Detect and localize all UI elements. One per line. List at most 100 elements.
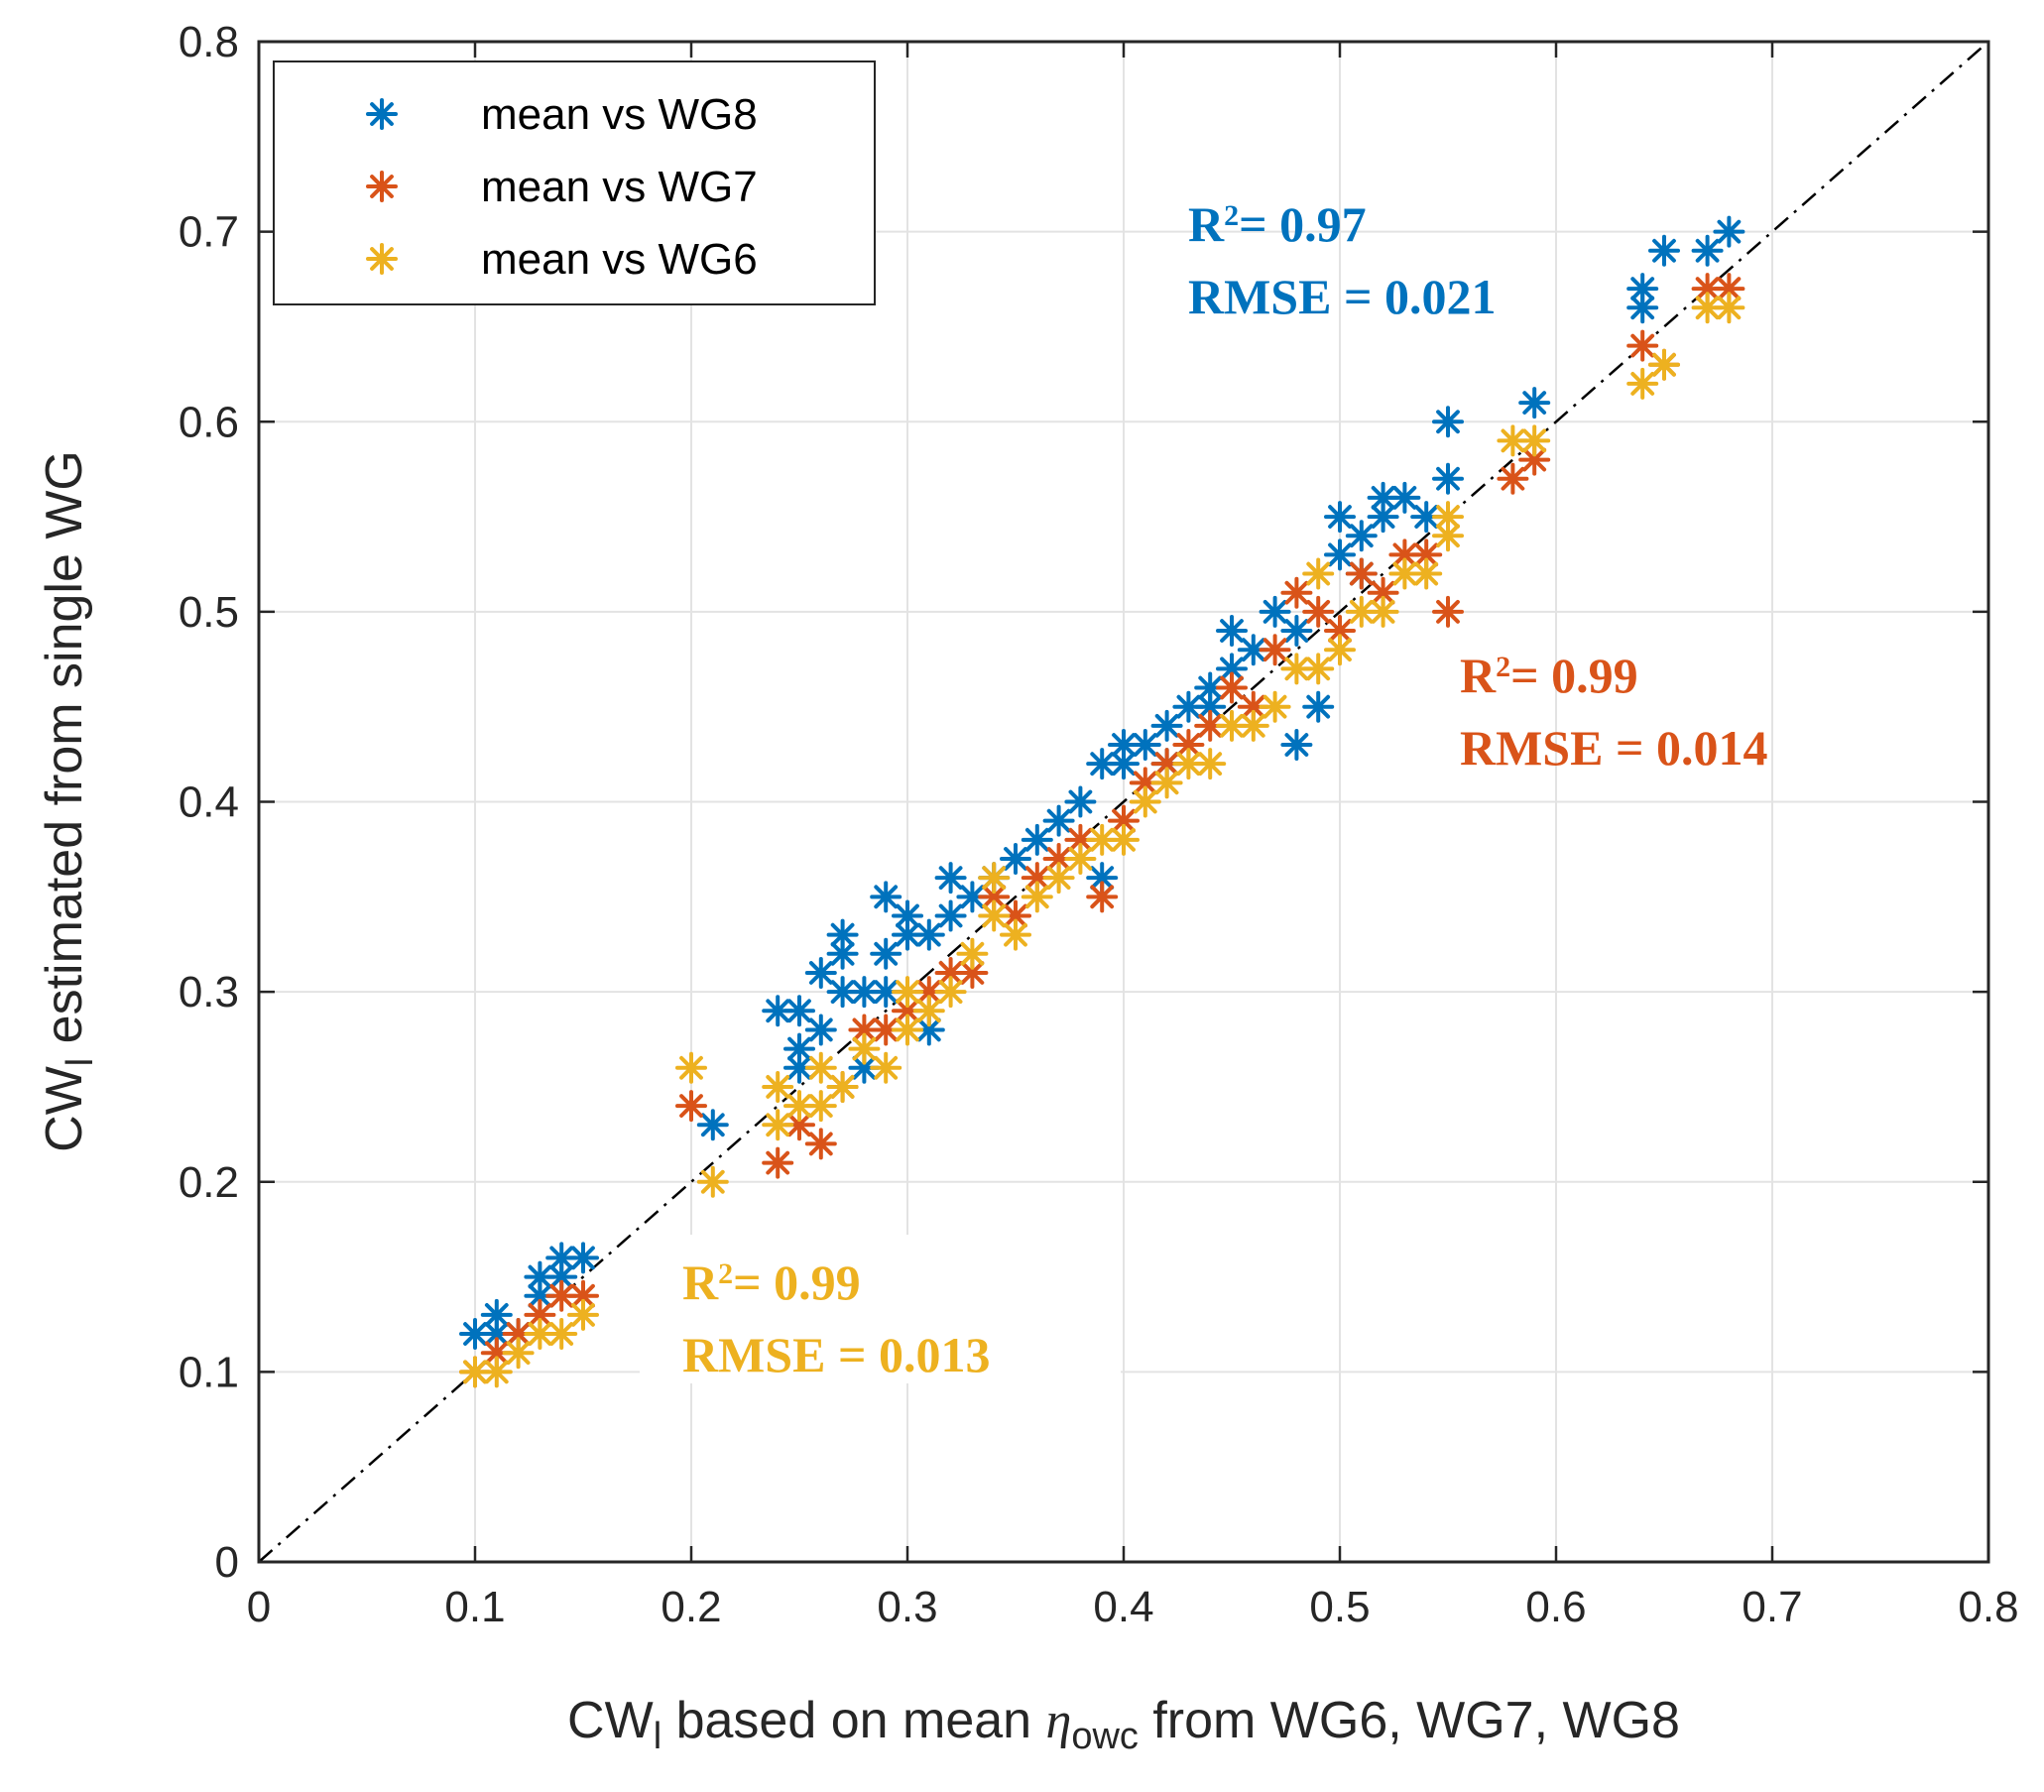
x-axis-label: CWl based on mean ηowc from WG6, WG7, WG…: [567, 1692, 1680, 1757]
data-point-wg6: [567, 1298, 599, 1331]
data-point-wg7: [804, 1128, 837, 1160]
data-point-wg8: [804, 1014, 837, 1046]
data-point-wg7: [567, 1279, 599, 1312]
rmse-wg6: RMSE = 0.013: [682, 1327, 990, 1382]
legend-label-wg6: mean vs WG6: [481, 235, 758, 284]
legend-asterisk-wg7: [366, 171, 398, 202]
data-point-wg7: [1086, 881, 1119, 913]
data-point-wg6: [1064, 842, 1097, 875]
data-point-wg7: [1194, 709, 1227, 742]
data-point-wg8: [1302, 690, 1335, 723]
data-point-wg6: [1000, 918, 1031, 951]
y-tick-label: 0.2: [179, 1158, 239, 1207]
data-point-wg8: [1432, 462, 1464, 495]
data-point-wg8: [783, 995, 815, 1027]
data-point-wg8: [1388, 481, 1421, 514]
data-point-wg8: [1410, 501, 1443, 534]
legend-asterisk-wg6: [366, 243, 398, 275]
data-point-wg6: [696, 1165, 729, 1198]
data-point-wg8: [1345, 520, 1378, 552]
data-point-wg6: [1042, 862, 1075, 895]
data-point-wg7: [1345, 557, 1378, 590]
data-points: [459, 215, 1745, 1388]
data-point-wg8: [1259, 595, 1291, 628]
data-point-wg6: [934, 976, 967, 1009]
r2-wg7: R2= 0.99: [1460, 648, 1638, 703]
data-point-wg6: [1367, 595, 1399, 628]
data-point-wg6: [1172, 748, 1205, 780]
data-point-wg7: [675, 1090, 707, 1123]
data-point-wg8: [934, 862, 967, 895]
data-point-wg6: [1108, 823, 1140, 856]
x-tick-label: 0: [247, 1583, 271, 1631]
data-point-wg6: [524, 1318, 556, 1351]
data-point-wg6: [956, 937, 989, 970]
data-point-wg8: [1280, 615, 1313, 648]
data-point-wg6: [804, 1090, 837, 1123]
data-point-wg6: [1259, 690, 1291, 723]
r2-wg6: R2= 0.99: [682, 1254, 861, 1310]
data-point-wg8: [1648, 234, 1680, 267]
y-axis-label: CWl estimated from single WG: [36, 450, 101, 1152]
data-point-wg8: [1108, 748, 1140, 780]
data-point-wg8: [1626, 292, 1659, 324]
x-tick-label: 0.7: [1742, 1583, 1802, 1631]
data-point-wg8: [1021, 823, 1053, 856]
y-tick-label: 0.6: [179, 398, 239, 446]
data-point-wg8: [956, 881, 989, 913]
data-point-wg6: [762, 1109, 794, 1141]
data-point-wg6: [1518, 424, 1551, 457]
data-point-wg8: [1324, 538, 1356, 571]
legend-box: [273, 60, 876, 305]
data-point-wg7: [1432, 595, 1464, 628]
data-point-wg8: [1691, 234, 1724, 267]
data-point-wg8: [1042, 804, 1075, 837]
data-point-wg8: [1000, 842, 1031, 875]
legend: mean vs WG8 mean vs WG7 mean vs WG6: [273, 60, 876, 305]
data-point-wg6: [545, 1318, 578, 1351]
data-point-wg6: [1150, 767, 1183, 799]
data-point-wg6: [892, 1014, 923, 1046]
data-point-wg6: [1237, 709, 1269, 742]
data-point-wg6: [1410, 557, 1443, 590]
data-point-wg6: [1648, 348, 1680, 381]
data-point-wg8: [826, 937, 859, 970]
data-point-wg8: [1064, 785, 1097, 818]
data-point-wg6: [848, 1032, 881, 1065]
data-point-wg7: [1216, 671, 1248, 704]
legend-marker-wg6: [366, 243, 398, 275]
data-point-wg6: [1302, 557, 1335, 590]
annotation-wg6: R2= 0.99 RMSE = 0.013: [682, 1254, 990, 1382]
y-tick-label: 0.5: [179, 588, 239, 637]
annotation-wg7: R2= 0.99 RMSE = 0.014: [1460, 648, 1767, 776]
legend-asterisk-wg8: [366, 98, 398, 130]
x-tick-label: 0.4: [1093, 1583, 1153, 1631]
data-point-wg6: [762, 1070, 794, 1103]
y-tick-label: 0: [215, 1538, 239, 1587]
data-point-wg8: [1216, 653, 1248, 685]
x-tick-label: 0.8: [1958, 1583, 2018, 1631]
y-tick-label: 0.1: [179, 1348, 239, 1396]
data-point-wg6: [1216, 709, 1248, 742]
data-point-wg8: [870, 937, 902, 970]
data-point-wg7: [1713, 273, 1745, 305]
data-point-wg8: [1713, 215, 1745, 248]
legend-marker-wg7: [366, 171, 398, 202]
data-point-wg6: [502, 1337, 535, 1370]
data-point-wg8: [1518, 387, 1551, 419]
data-point-wg8: [696, 1109, 729, 1141]
legend-label-wg8: mean vs WG8: [481, 90, 758, 139]
data-point-wg8: [804, 956, 837, 989]
x-tick-label: 0.3: [877, 1583, 937, 1631]
data-point-wg6: [1432, 501, 1464, 534]
data-point-wg6: [480, 1356, 513, 1388]
x-tick-label: 0.6: [1525, 1583, 1586, 1631]
y-tick-label: 0.4: [179, 778, 239, 827]
x-tick-label: 0.2: [661, 1583, 721, 1631]
y-tick-label: 0.8: [179, 18, 239, 66]
data-point-wg6: [826, 1070, 859, 1103]
y-tick-label: 0.3: [179, 968, 239, 1016]
data-point-wg8: [1280, 729, 1313, 762]
data-point-wg8: [892, 918, 923, 951]
